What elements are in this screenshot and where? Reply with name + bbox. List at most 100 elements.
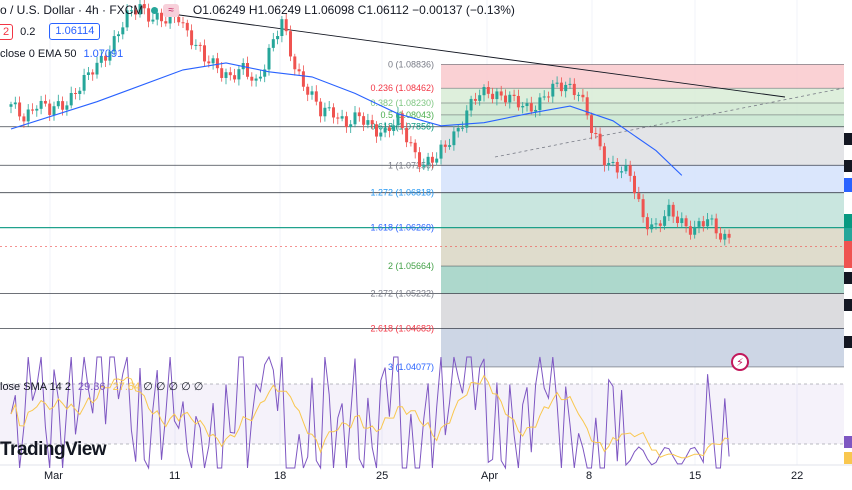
candle-body xyxy=(250,76,254,81)
candle-body xyxy=(482,87,486,96)
candle-body xyxy=(198,44,202,46)
candles xyxy=(9,0,731,246)
candle-body xyxy=(723,233,727,240)
fib-label: 0.382 (1.08230) xyxy=(370,98,434,108)
time-tick-label: 8 xyxy=(586,470,593,482)
candle-body xyxy=(701,221,705,227)
rsi-sma-tag xyxy=(844,452,852,464)
candle-body xyxy=(456,127,460,132)
candle-body xyxy=(663,216,667,226)
fib-zone xyxy=(441,88,844,103)
candle-body xyxy=(624,165,628,172)
candle-body xyxy=(710,218,714,220)
candle-body xyxy=(516,95,520,108)
fib-label: 1.618 (1.06269) xyxy=(370,223,434,233)
candle-body xyxy=(280,19,284,37)
candle-body xyxy=(78,90,82,94)
candle-body xyxy=(181,22,185,24)
candle-body xyxy=(684,218,688,227)
candle-body xyxy=(35,108,39,111)
candle-body xyxy=(31,109,34,111)
candle-body xyxy=(65,105,69,110)
candle-body xyxy=(177,16,181,23)
candle-body xyxy=(654,223,658,225)
candle-body xyxy=(727,233,731,238)
candle-body xyxy=(521,106,525,108)
fib-label: 2.618 (1.04683) xyxy=(370,323,434,333)
rsi-extra-values: ∅ ∅ ∅ ∅ ∅ xyxy=(143,381,204,393)
candle-body xyxy=(559,82,563,92)
candle-body xyxy=(418,152,421,167)
candle-body xyxy=(439,144,443,159)
time-tick-label: 18 xyxy=(274,470,287,482)
candle-body xyxy=(512,94,516,96)
candle-body xyxy=(383,127,387,133)
candle-body xyxy=(581,94,585,98)
candle-body xyxy=(289,31,292,57)
candle-body xyxy=(117,34,120,37)
candle-body xyxy=(155,12,159,20)
candle-body xyxy=(108,51,112,61)
candle-body xyxy=(611,161,615,164)
candle-body xyxy=(22,116,26,122)
candle-body xyxy=(650,224,654,230)
ema-value: 1.07091 xyxy=(83,48,124,60)
candle-body xyxy=(491,93,495,100)
candle-body xyxy=(486,87,490,94)
candle-body xyxy=(400,113,404,129)
buy-price-box[interactable]: 1.06114 xyxy=(49,23,101,40)
candle-body xyxy=(396,113,400,126)
fib-label: 0 (1.08836) xyxy=(388,59,434,69)
candle-body xyxy=(211,58,215,64)
candle-body xyxy=(568,83,572,85)
candle-body xyxy=(443,144,447,147)
candle-body xyxy=(452,131,456,146)
candle-body xyxy=(151,19,155,22)
tradingview-logo[interactable]: TradingView xyxy=(0,439,107,460)
candle-body xyxy=(95,62,99,75)
fib-label: 2.272 (1.05232) xyxy=(370,289,434,299)
flash-icon[interactable]: ⚡ xyxy=(731,353,749,371)
pill-icon[interactable]: ≈ xyxy=(163,3,179,17)
candle-body xyxy=(469,98,473,111)
candle-body xyxy=(82,74,86,91)
candle-body xyxy=(719,233,722,240)
candle-body xyxy=(405,128,409,143)
candle-body xyxy=(413,142,417,153)
candle-body xyxy=(534,109,538,112)
candle-body xyxy=(39,100,43,109)
candle-body xyxy=(293,56,297,70)
candle-body xyxy=(121,27,125,35)
candle-body xyxy=(538,97,542,110)
candle-body xyxy=(620,171,624,173)
rsi-value: 29.36 xyxy=(78,381,106,393)
candle-body xyxy=(276,36,280,40)
rsi-legend[interactable]: lose SMA 14 2 29.36 27.64 ∅ ∅ ∅ ∅ ∅ xyxy=(0,380,203,393)
candle-body xyxy=(147,8,151,22)
candle-body xyxy=(61,101,65,110)
candle-body xyxy=(628,165,632,176)
candle-body xyxy=(258,76,262,79)
candle-body xyxy=(392,125,396,131)
candle-body xyxy=(706,219,710,227)
candle-body xyxy=(99,55,103,63)
symbol-title[interactable]: o / U.S. Dollar · 4h · FXCM xyxy=(0,3,144,17)
candle-body xyxy=(529,103,533,112)
candle-body xyxy=(297,69,301,72)
candle-body xyxy=(323,107,327,117)
candle-body xyxy=(306,86,310,95)
candle-body xyxy=(465,110,469,128)
candle-body xyxy=(9,104,13,107)
candle-body xyxy=(164,21,168,24)
candle-body xyxy=(69,92,73,106)
candle-body xyxy=(185,22,189,31)
candle-body xyxy=(237,69,241,80)
sell-price-box[interactable]: 2 xyxy=(0,23,14,40)
fib-label: 3 (1.04077) xyxy=(388,362,434,372)
candle-body xyxy=(112,36,116,52)
candle-body xyxy=(676,216,679,224)
ema-legend[interactable]: close 0 EMA 50 1.07091 xyxy=(0,48,123,60)
candle-body xyxy=(284,19,288,32)
fib-label: 2 (1.05664) xyxy=(388,261,434,271)
